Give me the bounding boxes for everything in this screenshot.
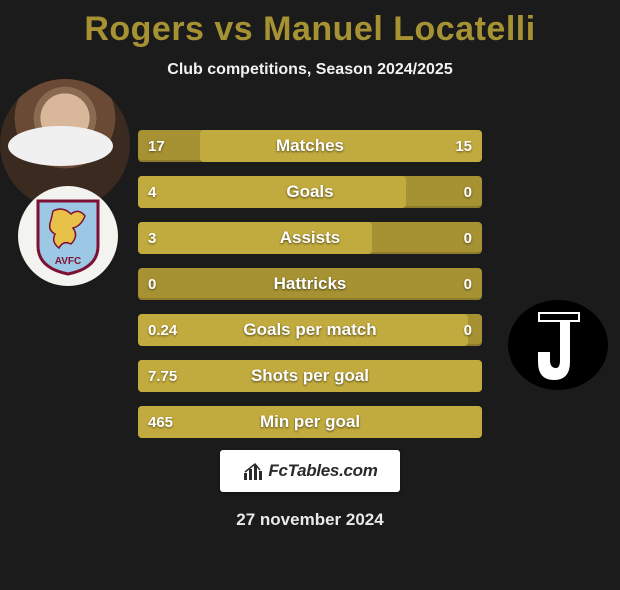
stat-right-value: 0 bbox=[464, 268, 472, 300]
stat-highlight bbox=[200, 130, 482, 162]
page-title: Rogers vs Manuel Locatelli bbox=[0, 10, 620, 49]
stat-row: 7.75Shots per goal bbox=[138, 360, 482, 392]
stat-highlight bbox=[138, 360, 482, 392]
avfc-crest-icon: AVFC bbox=[33, 196, 103, 276]
stat-left-value: 17 bbox=[148, 130, 165, 162]
club-left-badge: AVFC bbox=[18, 186, 118, 286]
stat-row: 40Goals bbox=[138, 176, 482, 208]
date-label: 27 november 2024 bbox=[0, 510, 620, 530]
branding-badge: FcTables.com bbox=[220, 450, 400, 492]
stat-row: 1715Matches bbox=[138, 130, 482, 162]
branding-text: FcTables.com bbox=[268, 461, 377, 481]
stat-right-value: 0 bbox=[464, 176, 472, 208]
stat-highlight bbox=[138, 406, 482, 438]
stat-highlight bbox=[138, 314, 468, 346]
stat-bars: 1715Matches40Goals30Assists00Hattricks0.… bbox=[138, 130, 482, 452]
stat-right-value: 0 bbox=[464, 222, 472, 254]
player-left-avatar bbox=[8, 126, 113, 166]
stat-row: 465Min per goal bbox=[138, 406, 482, 438]
stat-highlight bbox=[138, 176, 406, 208]
stat-left-value: 0 bbox=[148, 268, 156, 300]
stat-row: 30Assists bbox=[138, 222, 482, 254]
svg-text:AVFC: AVFC bbox=[55, 256, 81, 267]
juventus-logo-icon bbox=[508, 300, 608, 390]
club-right-badge bbox=[508, 300, 608, 390]
chart-icon bbox=[242, 460, 264, 482]
stat-highlight bbox=[138, 222, 372, 254]
stat-label: Hattricks bbox=[138, 268, 482, 300]
stat-row: 0.240Goals per match bbox=[138, 314, 482, 346]
subtitle: Club competitions, Season 2024/2025 bbox=[0, 61, 620, 79]
stat-row: 0 0Hattricks bbox=[138, 268, 482, 300]
